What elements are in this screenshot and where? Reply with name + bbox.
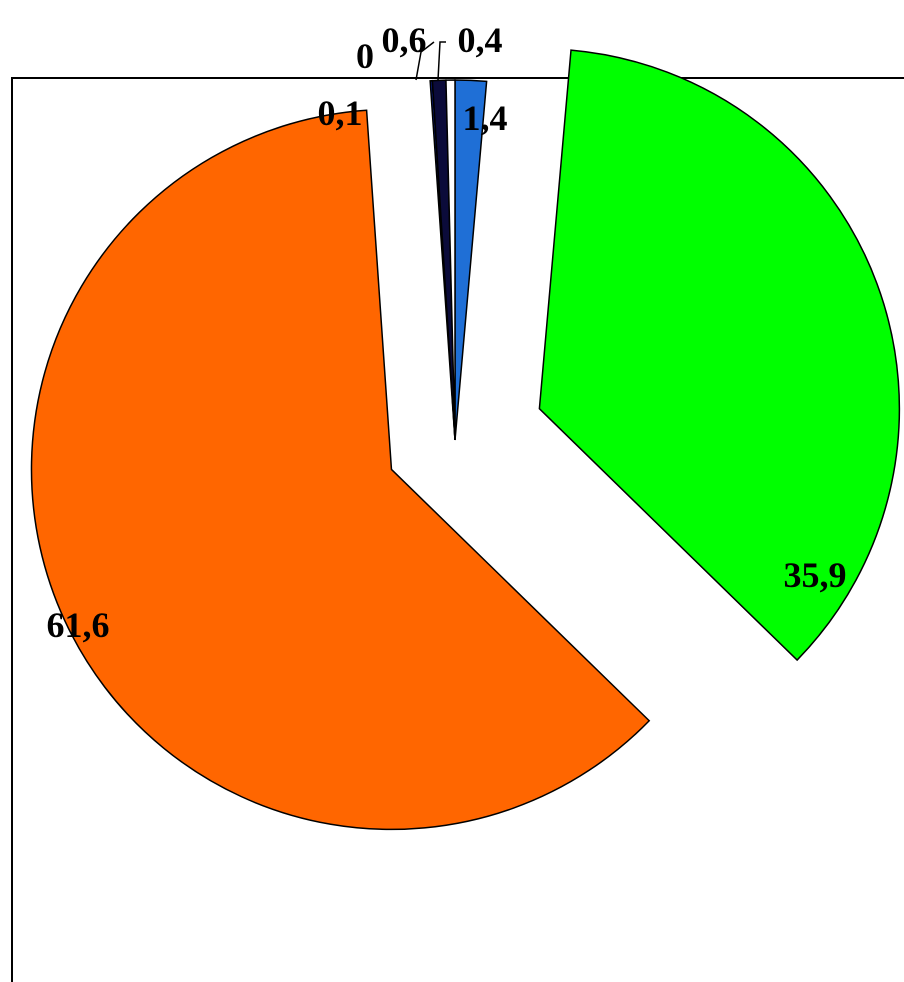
pie-slices	[30, 49, 901, 831]
data-labels: 1,4 35,9 61,6 0,1 0 0,6 0,4	[47, 20, 847, 645]
slice-label: 0,1	[318, 93, 363, 133]
slice-label: 0	[356, 36, 374, 76]
slice-label: 0,4	[458, 20, 503, 60]
leader-lines	[415, 41, 446, 81]
slice-label: 1,4	[463, 98, 508, 138]
pie-slice	[538, 49, 901, 662]
slice-label: 0,6	[382, 20, 427, 60]
slice-label: 35,9	[784, 555, 847, 595]
leader-line	[415, 41, 435, 81]
slice-label: 61,6	[47, 605, 110, 645]
leader-line	[437, 41, 446, 81]
pie-slice	[445, 79, 456, 441]
plot-area-frame	[11, 77, 904, 982]
pie-slice	[30, 109, 651, 831]
